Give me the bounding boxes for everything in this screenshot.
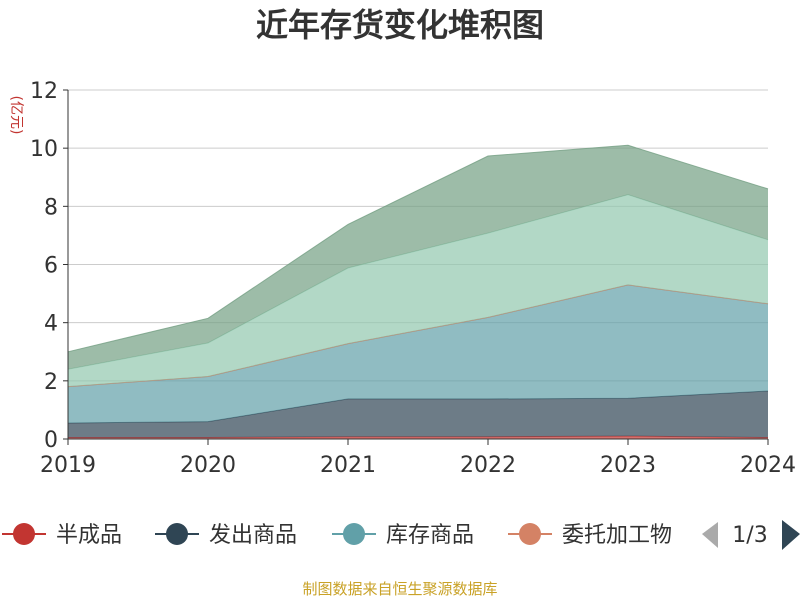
area-series-5 (68, 145, 768, 370)
area-series-line-5 (67, 144, 769, 353)
legend-label: 发出商品 (209, 523, 297, 548)
x-tick-label: 2023 (600, 453, 656, 478)
legend-next-arrow-icon[interactable] (782, 520, 800, 550)
chart-title: 近年存货变化堆积图 (256, 6, 544, 44)
legend-circle-icon (166, 523, 188, 545)
y-tick-label: 2 (44, 370, 58, 395)
y-tick-label: 6 (44, 254, 58, 279)
area-series-0 (68, 436, 768, 439)
legend-prev-arrow-icon[interactable] (702, 522, 718, 548)
legend-item-2[interactable]: 库存商品 (332, 523, 474, 548)
legend-page-indicator: 1/3 (732, 523, 767, 548)
area-series-4 (68, 194, 768, 387)
legend[interactable]: 半成品 发出商品 库存商品 委托加工物 1/3 (2, 520, 800, 550)
area-series-1 (68, 391, 768, 438)
x-tick-label: 2024 (740, 453, 796, 478)
area-series-2 (68, 284, 768, 423)
y-axis-label: (亿元) (8, 96, 24, 135)
legend-circle-icon (343, 523, 365, 545)
y-tick-label: 12 (30, 79, 58, 104)
source-note: 制图数据来自恒生聚源数据库 (302, 580, 498, 598)
x-tick-label: 2020 (180, 453, 236, 478)
x-tick-label: 2021 (320, 453, 376, 478)
y-tick-label: 0 (44, 428, 58, 453)
legend-label: 半成品 (56, 523, 122, 548)
legend-item-3[interactable]: 委托加工物 (508, 523, 672, 548)
legend-circle-icon (519, 523, 541, 545)
x-tick-label: 2019 (40, 453, 96, 478)
legend-circle-icon (13, 523, 35, 545)
legend-label: 库存商品 (386, 523, 474, 548)
legend-item-0[interactable]: 半成品 (2, 523, 122, 548)
y-tick-label: 4 (44, 312, 58, 337)
y-tick-label: 8 (44, 195, 58, 220)
legend-label: 委托加工物 (562, 523, 672, 548)
y-tick-label: 10 (30, 137, 58, 162)
area-series (67, 144, 769, 439)
legend-item-1[interactable]: 发出商品 (155, 523, 297, 548)
x-tick-label: 2022 (460, 453, 516, 478)
axes: 0 2 4 6 8 10 12 2019 2020 2021 2022 2023 2024 (30, 79, 796, 478)
